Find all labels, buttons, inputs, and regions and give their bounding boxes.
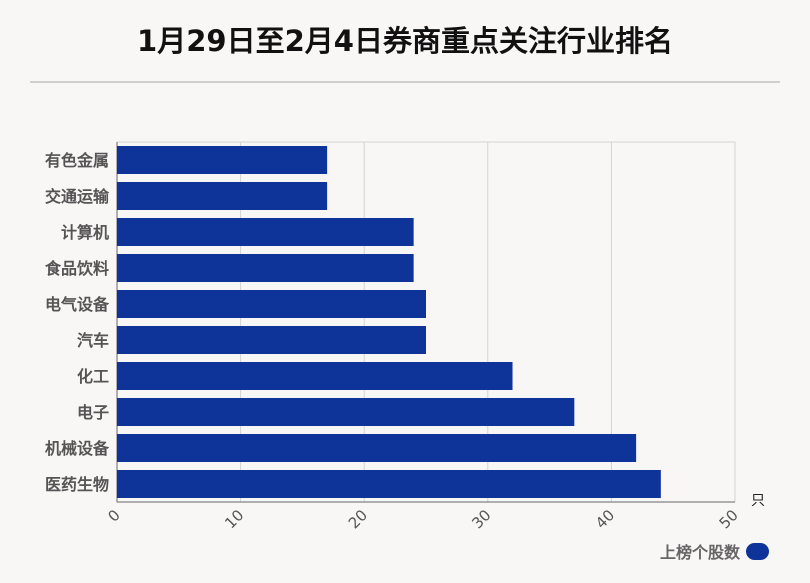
bar bbox=[117, 470, 661, 498]
legend-label: 上榜个股数 bbox=[660, 543, 741, 562]
y-category-label: 计算机 bbox=[61, 223, 109, 242]
y-category-label: 有色金属 bbox=[45, 151, 109, 170]
y-category-label: 交通运输 bbox=[45, 187, 110, 206]
y-category-label: 食品饮料 bbox=[44, 259, 109, 278]
bar bbox=[117, 146, 328, 174]
y-category-label: 电气设备 bbox=[45, 295, 110, 314]
legend-swatch bbox=[746, 542, 770, 560]
x-tick-label: 0 bbox=[104, 506, 123, 525]
bar bbox=[117, 218, 414, 246]
x-unit-label: 只 bbox=[751, 493, 765, 509]
bar bbox=[117, 182, 328, 210]
bar bbox=[117, 362, 513, 390]
x-tick-label: 10 bbox=[221, 506, 247, 532]
bar bbox=[117, 434, 637, 462]
chart-title: 1月29日至2月4日券商重点关注行业排名 bbox=[137, 24, 673, 58]
y-category-label: 化工 bbox=[77, 367, 109, 386]
title-divider bbox=[30, 81, 780, 83]
bar bbox=[117, 326, 426, 354]
x-tick-label: 30 bbox=[468, 506, 494, 532]
x-tick-label: 40 bbox=[592, 506, 618, 532]
bar bbox=[117, 254, 414, 282]
y-category-label: 医药生物 bbox=[45, 475, 109, 494]
y-category-label: 汽车 bbox=[77, 331, 109, 350]
x-tick-label: 20 bbox=[345, 506, 371, 532]
y-category-label: 机械设备 bbox=[45, 439, 110, 458]
x-tick-label: 50 bbox=[716, 506, 742, 532]
bar bbox=[117, 290, 426, 318]
bar bbox=[117, 398, 575, 426]
legend[interactable]: 上榜个股数 bbox=[660, 540, 770, 562]
y-category-label: 电子 bbox=[77, 403, 109, 422]
